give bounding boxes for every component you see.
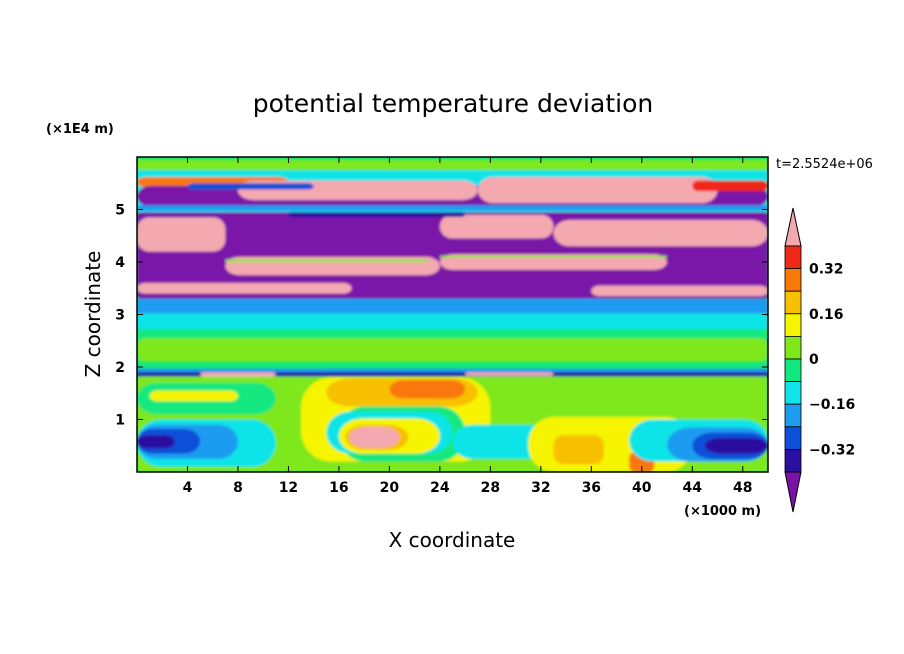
colorbar-segment bbox=[784, 290, 802, 315]
x-unit-label: (×1000 m) bbox=[684, 504, 761, 519]
contour-region bbox=[137, 217, 226, 252]
colorbar-tick-label: −0.16 bbox=[809, 397, 855, 413]
contour-region bbox=[553, 220, 768, 247]
x-tick-label: 16 bbox=[329, 480, 348, 496]
x-tick-label: 32 bbox=[531, 480, 550, 496]
x-axis-label: X coordinate bbox=[389, 528, 516, 552]
y-tick-label: 4 bbox=[115, 255, 125, 271]
colorbar-segment bbox=[784, 245, 802, 270]
plot-field bbox=[137, 157, 768, 472]
y-axis-label: Z coordinate bbox=[81, 251, 105, 378]
contour-region bbox=[704, 437, 768, 454]
colorbar-tick-label: 0.16 bbox=[809, 307, 844, 323]
contour-region bbox=[591, 285, 768, 297]
contour-region bbox=[553, 435, 604, 465]
y-tick-label: 3 bbox=[115, 308, 125, 324]
colorbar-segment bbox=[784, 403, 802, 428]
x-tick-label: 8 bbox=[233, 480, 243, 496]
time-stamp: t=2.5524e+06 bbox=[776, 157, 873, 172]
colorbar-segment bbox=[784, 268, 802, 292]
contour-region bbox=[288, 212, 466, 217]
contour-region bbox=[477, 176, 718, 204]
contour-region bbox=[452, 424, 554, 459]
x-tick-label: 48 bbox=[733, 480, 752, 496]
contour-region bbox=[439, 214, 554, 239]
colorbar-overflow-high bbox=[784, 207, 802, 247]
contour-region bbox=[349, 426, 400, 448]
contour-region bbox=[692, 180, 768, 192]
colorbar-segment bbox=[784, 448, 802, 473]
contour-region bbox=[225, 259, 428, 262]
x-tick-label: 4 bbox=[183, 480, 193, 496]
colorbar-segment bbox=[784, 381, 802, 405]
y-unit-label: (×1E4 m) bbox=[46, 122, 114, 137]
contour-region bbox=[137, 205, 768, 211]
contour-region bbox=[200, 372, 276, 377]
colorbar: 0.32 0.16 0 −0.16 −0.32 bbox=[784, 207, 855, 513]
contour-region bbox=[137, 338, 768, 362]
contour-region bbox=[137, 159, 768, 171]
contour-region bbox=[137, 435, 175, 449]
contour-region bbox=[137, 313, 768, 330]
contour-region bbox=[137, 283, 352, 294]
colorbar-tick-label: −0.32 bbox=[809, 442, 855, 458]
x-tick-label: 40 bbox=[632, 480, 652, 496]
x-tick-label: 44 bbox=[683, 480, 703, 496]
y-tick-label: 5 bbox=[115, 203, 125, 219]
x-tick-label: 12 bbox=[279, 480, 298, 496]
x-tick-label: 28 bbox=[481, 480, 500, 496]
y-tick-label: 1 bbox=[115, 413, 125, 429]
contour-region bbox=[439, 255, 668, 258]
colorbar-segment bbox=[784, 426, 802, 450]
colorbar-tick-label: 0 bbox=[809, 352, 819, 368]
x-tick-label: 20 bbox=[380, 480, 400, 496]
x-tick-label: 24 bbox=[430, 480, 450, 496]
contour-region bbox=[137, 372, 768, 377]
chart-title: potential temperature deviation bbox=[253, 89, 653, 118]
contour-region bbox=[137, 298, 768, 318]
x-tick-label: 36 bbox=[582, 480, 601, 496]
colorbar-tick-label: 0.32 bbox=[809, 262, 844, 278]
x-axis-ticks: 4 8 12 16 20 24 28 32 36 40 44 48 bbox=[183, 157, 753, 496]
y-axis-ticks: 1 2 3 4 5 bbox=[115, 203, 768, 429]
colorbar-overflow-low bbox=[784, 471, 802, 513]
field-layers bbox=[137, 159, 768, 472]
contour-region bbox=[439, 254, 668, 270]
contour-region bbox=[389, 380, 466, 399]
y-tick-label: 2 bbox=[115, 360, 125, 376]
colorbar-segment bbox=[784, 313, 802, 337]
colorbar-segment bbox=[784, 335, 802, 360]
contour-region bbox=[465, 372, 554, 376]
colorbar-segment bbox=[784, 358, 802, 383]
contour-region bbox=[187, 183, 314, 190]
contour-region bbox=[149, 390, 238, 402]
